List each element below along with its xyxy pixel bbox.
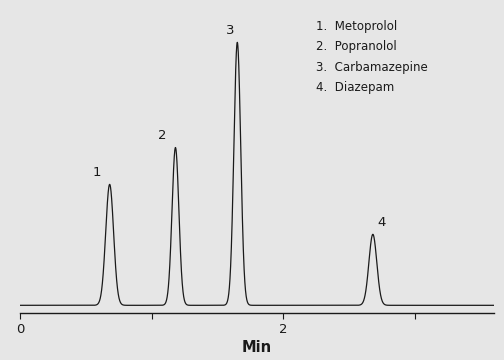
Text: 3: 3: [226, 24, 235, 37]
Text: 1.  Metoprolol
2.  Popranolol
3.  Carbamazepine
4.  Diazepam: 1. Metoprolol 2. Popranolol 3. Carbamaze…: [317, 20, 428, 94]
Text: 4: 4: [378, 216, 386, 229]
Text: 2: 2: [158, 129, 166, 142]
X-axis label: Min: Min: [242, 340, 272, 355]
Text: 1: 1: [92, 166, 101, 179]
